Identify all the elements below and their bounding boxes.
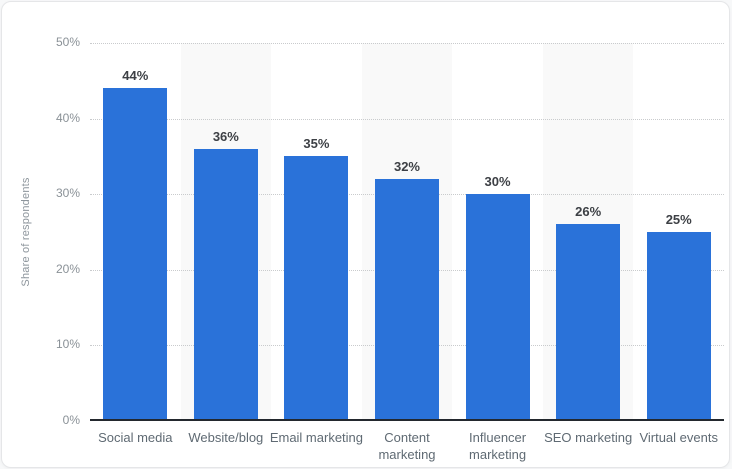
y-tick-label: 20% — [55, 261, 80, 276]
bar-influencer-marketing[interactable] — [465, 194, 530, 421]
bar-virtual-events[interactable] — [646, 232, 711, 421]
bar-value-label: 30% — [484, 174, 511, 190]
x-axis-label: Virtual events — [639, 430, 718, 445]
plot-column: 32% — [361, 43, 453, 421]
y-tick-label: 40% — [55, 110, 80, 125]
plot-column: 30% — [452, 43, 543, 421]
y-tick-label: 0% — [62, 413, 80, 427]
plot-column: 36% — [180, 43, 272, 421]
bar-content-marketing[interactable] — [374, 179, 439, 421]
plot-column: 44% — [90, 43, 181, 421]
bar-website-blog[interactable] — [193, 148, 258, 421]
x-axis-line — [90, 419, 724, 421]
plot-column: 26% — [542, 43, 634, 421]
bar-value-label: 35% — [303, 136, 330, 152]
x-axis-label: Email marketing — [269, 430, 364, 445]
bar-value-label: 26% — [575, 204, 602, 220]
bar-value-label: 44% — [122, 68, 149, 84]
plot-column: 25% — [633, 43, 724, 421]
x-axis-label: Website/blog — [188, 430, 264, 445]
bar-value-label: 25% — [665, 212, 692, 227]
gridline-50 — [90, 43, 724, 44]
x-axis-label: Content marketing — [378, 430, 436, 462]
y-tick-label: 30% — [55, 186, 80, 201]
plot-column: 35% — [271, 43, 362, 421]
y-tick-label: 10% — [55, 337, 80, 352]
bar-value-label: 36% — [212, 128, 239, 144]
bar-seo-marketing[interactable] — [556, 224, 621, 421]
bar-value-label: 32% — [393, 159, 420, 175]
bar-social-media[interactable] — [103, 88, 168, 421]
x-axis-label: Influencer marketing — [469, 430, 527, 462]
y-tick-label: 50% — [55, 35, 80, 49]
gridline-40 — [90, 118, 724, 120]
x-axis-label: SEO marketing — [544, 430, 633, 445]
x-axis-label: Social media — [98, 430, 173, 445]
plot-area: 44% 36% 35% 32% 30% 26% 25% — [90, 43, 724, 421]
bar-email-marketing[interactable] — [284, 156, 349, 421]
